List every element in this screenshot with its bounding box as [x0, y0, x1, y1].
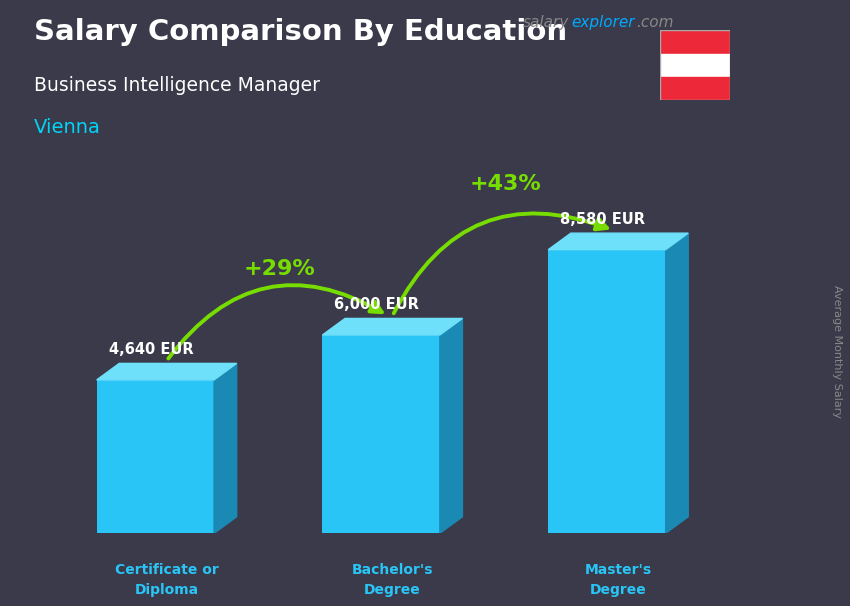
Polygon shape	[322, 318, 462, 335]
Text: 8,580 EUR: 8,580 EUR	[560, 211, 645, 227]
Text: Certificate or
Diploma: Certificate or Diploma	[115, 563, 218, 596]
Polygon shape	[666, 233, 689, 533]
Text: +43%: +43%	[469, 173, 541, 193]
Text: Business Intelligence Manager: Business Intelligence Manager	[34, 76, 320, 95]
Text: explorer: explorer	[571, 15, 635, 30]
Bar	[548, 250, 666, 533]
Polygon shape	[440, 318, 462, 533]
Bar	[660, 77, 729, 100]
Text: salary: salary	[523, 15, 569, 30]
Text: 4,640 EUR: 4,640 EUR	[109, 342, 193, 357]
Polygon shape	[97, 364, 236, 380]
Text: Vienna: Vienna	[34, 118, 101, 137]
Text: 6,000 EUR: 6,000 EUR	[334, 297, 419, 312]
Polygon shape	[214, 364, 236, 533]
Text: .com: .com	[636, 15, 673, 30]
Bar	[660, 53, 729, 77]
Polygon shape	[548, 233, 688, 250]
Text: Bachelor's
Degree: Bachelor's Degree	[352, 563, 434, 596]
Text: Average Monthly Salary: Average Monthly Salary	[832, 285, 842, 418]
Text: Master's
Degree: Master's Degree	[585, 563, 652, 596]
Bar	[97, 380, 214, 533]
Bar	[660, 30, 729, 53]
Text: +29%: +29%	[244, 259, 315, 279]
Bar	[322, 335, 440, 533]
Text: Salary Comparison By Education: Salary Comparison By Education	[34, 18, 567, 46]
